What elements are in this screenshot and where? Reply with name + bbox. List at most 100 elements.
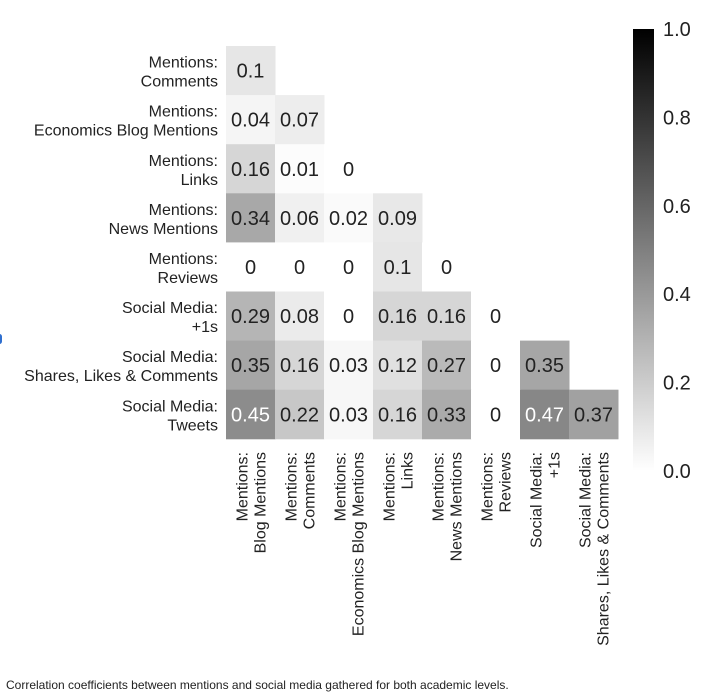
row-label: Social Media: <box>122 300 218 317</box>
cell-value-label: 0.29 <box>231 306 270 328</box>
cell-value-label: 0.04 <box>231 110 270 132</box>
row-label: Shares, Likes & Comments <box>24 368 218 385</box>
cell-value-label: 0.34 <box>231 208 270 230</box>
cell-value-label: 0.45 <box>231 404 270 426</box>
heatmap-cell <box>226 95 276 145</box>
row-label: +1s <box>192 319 218 336</box>
heatmap-cell <box>422 340 472 391</box>
heatmap-cell <box>324 144 374 194</box>
cell-value-label: 0.37 <box>574 404 613 426</box>
edge-marker <box>0 334 2 344</box>
column-label-group: Mentions: Links <box>382 452 417 521</box>
column-label-group: Mentions: Comments <box>284 452 319 529</box>
column-label: News Mentions <box>449 452 466 561</box>
cell-value-label: 0.1 <box>237 61 265 83</box>
heatmap-cell <box>324 291 374 342</box>
heatmap-cell <box>226 242 276 292</box>
column-label: Links <box>400 452 417 489</box>
cell-value-label: 0.1 <box>384 257 412 279</box>
colorbar-tick-label: 0.2 <box>663 373 691 395</box>
row-label: Mentions: <box>149 202 218 219</box>
column-label: Mentions: <box>382 452 399 521</box>
column-label-group: Social Media: Shares, Likes & Comments <box>578 452 613 646</box>
heatmap-cell <box>226 291 276 342</box>
cell-value-label: 0.09 <box>378 208 417 230</box>
heatmap-cell <box>226 46 276 96</box>
cell-value-label: 0.08 <box>280 306 319 328</box>
column-label: +1s <box>547 452 564 478</box>
heatmap-chart: 0.1 0.04 0.07 0.16 0.01 0 0.34 0.06 0.02 0.09 0 0 0 0… <box>24 19 691 646</box>
cell-value-label: 0.16 <box>231 159 270 181</box>
heatmap-cell <box>275 340 325 391</box>
row-label: Comments <box>141 74 218 91</box>
column-label-group: Mentions: Economics Blog Mentions <box>333 452 368 636</box>
row-label: Links <box>181 172 218 189</box>
column-label: Mentions: <box>333 452 350 521</box>
row-label: Reviews <box>158 270 218 287</box>
column-label: Reviews <box>498 452 515 512</box>
heatmap-cell <box>324 242 374 292</box>
cell-value-label: 0 <box>343 159 354 181</box>
row-label: Tweets <box>167 417 218 434</box>
heatmap-cell <box>275 95 325 145</box>
heatmap-cell <box>520 340 570 391</box>
heatmap-cell <box>373 193 423 243</box>
cell-value-label: 0.16 <box>378 404 417 426</box>
row-label: Economics Blog Mentions <box>34 123 218 140</box>
column-label: Mentions: <box>284 452 301 521</box>
cell-value-label: 0.35 <box>525 355 564 377</box>
column-label: Blog Mentions <box>253 452 270 553</box>
column-label-group: Mentions: News Mentions <box>431 452 466 561</box>
heatmap-cell <box>324 389 374 440</box>
column-label-group: Mentions: Blog Mentions <box>235 452 270 553</box>
cell-value-label: 0 <box>490 306 501 328</box>
cell-value-label: 0.33 <box>427 404 466 426</box>
row-label: Mentions: <box>149 55 218 72</box>
row-label: Mentions: <box>149 104 218 121</box>
colorbar-tick-label: 0.6 <box>663 196 691 218</box>
heatmap-cell <box>422 389 472 440</box>
cell-value-label: 0.16 <box>280 355 319 377</box>
heatmap-cell <box>422 291 472 342</box>
column-label: Shares, Likes & Comments <box>596 452 613 646</box>
column-label: Economics Blog Mentions <box>351 452 368 636</box>
heatmap-cell <box>275 389 325 440</box>
cell-value-label: 0.03 <box>329 355 368 377</box>
figure-caption: Correlation coefficients between mention… <box>6 678 509 692</box>
row-label: News Mentions <box>109 221 218 238</box>
cell-value-label: 0 <box>343 257 354 279</box>
cell-value-label: 0.02 <box>329 208 368 230</box>
heatmap-cell <box>275 144 325 194</box>
column-label-group: Social Media: +1s <box>529 452 564 548</box>
colorbar-tick-label: 0.8 <box>663 107 691 129</box>
cell-value-label: 0.16 <box>378 306 417 328</box>
cell-value-label: 0 <box>294 257 305 279</box>
heatmap-cell <box>471 291 521 342</box>
cell-value-label: 0.03 <box>329 404 368 426</box>
column-label: Mentions: <box>431 452 448 521</box>
heatmap-cell <box>422 242 472 292</box>
cell-value-label: 0 <box>343 306 354 328</box>
heatmap-cell <box>373 389 423 440</box>
column-label: Mentions: <box>235 452 252 521</box>
cell-value-label: 0 <box>441 257 452 279</box>
cell-value-label: 0.16 <box>427 306 466 328</box>
heatmap-cell <box>275 242 325 292</box>
cell-value-label: 0.35 <box>231 355 270 377</box>
cell-value-label: 0 <box>490 404 501 426</box>
column-label: Comments <box>302 452 319 529</box>
heatmap-cell <box>520 389 570 440</box>
cell-value-label: 0.07 <box>280 110 319 132</box>
heatmap-cell <box>324 340 374 391</box>
row-label: Social Media: <box>122 349 218 366</box>
column-label: Social Media: <box>529 452 546 548</box>
cell-value-label: 0.22 <box>280 404 319 426</box>
heatmap-cell <box>373 242 423 292</box>
heatmap-cell <box>226 340 276 391</box>
column-label-group: Mentions: Reviews <box>480 452 515 521</box>
heatmap-cell <box>275 291 325 342</box>
row-label: Mentions: <box>149 251 218 268</box>
heatmap-cell <box>471 389 521 440</box>
cell-value-label: 0.01 <box>280 159 319 181</box>
heatmap-cell <box>226 193 276 243</box>
